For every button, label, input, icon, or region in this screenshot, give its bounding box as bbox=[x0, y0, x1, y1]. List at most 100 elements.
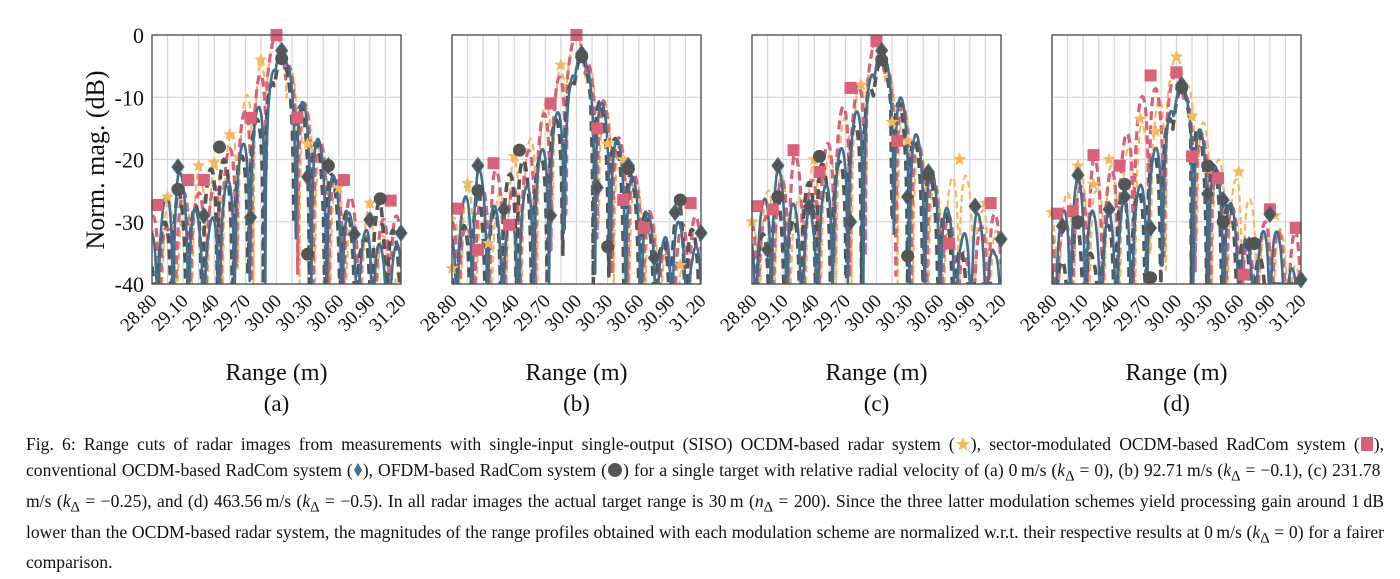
marker-square bbox=[182, 174, 195, 187]
marker-star bbox=[332, 180, 346, 194]
caption-text: ) for a single target with relative radi… bbox=[623, 460, 1058, 481]
marker-star bbox=[554, 57, 568, 71]
marker-circle bbox=[1175, 81, 1189, 95]
caption-text: ), OFDM-based RadCom system ( bbox=[362, 460, 608, 481]
marker-circle bbox=[921, 168, 935, 182]
marker-circle bbox=[512, 143, 526, 157]
marker-square bbox=[451, 202, 464, 215]
marker-diamond bbox=[347, 225, 361, 244]
marker-star bbox=[192, 158, 206, 172]
chart-panel-a: 0-10-20-30-4028.8029.1029.4029.7030.0030… bbox=[115, 23, 411, 416]
marker-diamond bbox=[771, 156, 785, 175]
chart-panel-d: 28.8029.1029.4029.7030.0030.3030.6030.90… bbox=[1016, 34, 1311, 416]
marker-circle bbox=[621, 162, 635, 176]
marker-diamond bbox=[543, 206, 558, 225]
marker-circle bbox=[875, 53, 889, 67]
marker-star bbox=[1086, 177, 1101, 191]
caption-math: Δ bbox=[763, 499, 774, 516]
marker-diamond bbox=[590, 178, 604, 197]
marker-square bbox=[151, 198, 164, 211]
chart-panel-c: 28.8029.1029.4029.7030.0030.3030.6030.90… bbox=[716, 34, 1011, 416]
marker-circle bbox=[575, 50, 589, 64]
legend-square-icon bbox=[1360, 434, 1374, 458]
marker-square bbox=[984, 197, 997, 210]
marker-circle bbox=[1216, 215, 1230, 229]
marker-diamond bbox=[1071, 166, 1085, 184]
marker-square bbox=[544, 97, 557, 110]
caption-math: n bbox=[754, 490, 764, 511]
marker-square bbox=[1186, 150, 1199, 163]
marker-circle bbox=[673, 193, 687, 207]
axes-frame bbox=[151, 34, 402, 285]
marker-diamond bbox=[1118, 188, 1132, 206]
caption-math: k bbox=[1057, 460, 1066, 481]
y-tick-label: -30 bbox=[115, 210, 144, 235]
marker-square bbox=[337, 174, 350, 187]
marker-star bbox=[854, 77, 868, 91]
series-line-conv-ocdm bbox=[1052, 83, 1301, 284]
marker-square bbox=[1144, 69, 1157, 82]
marker-star bbox=[207, 155, 221, 169]
marker-star bbox=[616, 152, 630, 166]
marker-circle bbox=[171, 182, 185, 196]
y-tick-label: -10 bbox=[115, 85, 144, 110]
caption-math: k bbox=[1223, 460, 1232, 481]
marker-square bbox=[637, 221, 650, 234]
panel-label: (a) bbox=[264, 391, 290, 416]
marker-diamond bbox=[760, 240, 775, 259]
marker-star bbox=[507, 149, 521, 163]
marker-square bbox=[787, 144, 800, 157]
series-line-conv-ocdm bbox=[752, 49, 1001, 284]
marker-star bbox=[901, 133, 915, 147]
marker-circle bbox=[321, 159, 335, 173]
marker-diamond bbox=[243, 208, 258, 227]
caption-text: ), conventional OCDM-based RadCom system… bbox=[26, 434, 1384, 481]
marker-diamond bbox=[197, 206, 211, 225]
marker-diamond bbox=[1216, 191, 1230, 209]
marker-square bbox=[197, 174, 210, 187]
marker-star bbox=[673, 258, 687, 271]
marker-square bbox=[471, 243, 484, 256]
y-tick-label: -40 bbox=[115, 272, 144, 297]
figure: Norm. mag. (dB) 0 -10 -20 -30 -40 28.8029.1029… bbox=[81, 23, 1311, 416]
caption-text: Fig. 6: Range cuts of radar images from … bbox=[26, 434, 955, 454]
caption-math: k bbox=[1252, 521, 1261, 542]
caption-text: = −0.1), (c) 231.78 m/s ( bbox=[26, 460, 1384, 511]
axes-frame bbox=[451, 34, 702, 285]
marker-circle bbox=[601, 240, 615, 254]
x-axis-label: Range (m) bbox=[826, 360, 928, 386]
marker-square bbox=[1066, 205, 1079, 218]
marker-diamond bbox=[1143, 219, 1158, 237]
marker-diamond bbox=[1263, 205, 1277, 224]
marker-circle bbox=[901, 249, 915, 263]
marker-star bbox=[1185, 108, 1199, 122]
marker-circle bbox=[812, 149, 826, 163]
caption-text: = 0), (b) 92.71 m/s ( bbox=[1074, 460, 1224, 481]
marker-circle bbox=[471, 184, 485, 198]
series-line-ofdm bbox=[152, 56, 401, 284]
marker-square bbox=[617, 193, 630, 206]
marker-square bbox=[1113, 159, 1126, 172]
marker-square bbox=[591, 122, 604, 135]
marker-star bbox=[1169, 49, 1184, 63]
marker-square bbox=[384, 194, 397, 207]
caption-math: Δ bbox=[70, 499, 80, 516]
marker-star bbox=[1071, 158, 1085, 172]
y-tick-label: 0 bbox=[133, 23, 144, 48]
series-line-conv-ocdm bbox=[152, 49, 401, 284]
marker-star bbox=[952, 152, 967, 166]
panel-label: (b) bbox=[563, 391, 590, 416]
marker-circle bbox=[1118, 177, 1132, 191]
x-axis-label: Range (m) bbox=[226, 360, 328, 386]
panel-label: (c) bbox=[864, 391, 890, 416]
panel-label: (d) bbox=[1163, 391, 1190, 416]
marker-circle bbox=[212, 140, 226, 154]
marker-square bbox=[487, 157, 500, 170]
caption-text: = −0.5). In all radar images the actual … bbox=[319, 490, 755, 511]
x-tick-label: 31.20 bbox=[1265, 291, 1310, 336]
marker-diamond bbox=[968, 197, 982, 216]
caption-text: ), sector-modulated OCDM-based RadCom sy… bbox=[970, 434, 1360, 454]
marker-star bbox=[223, 127, 237, 141]
x-tick-label: 31.20 bbox=[365, 291, 410, 336]
marker-diamond bbox=[802, 197, 816, 216]
